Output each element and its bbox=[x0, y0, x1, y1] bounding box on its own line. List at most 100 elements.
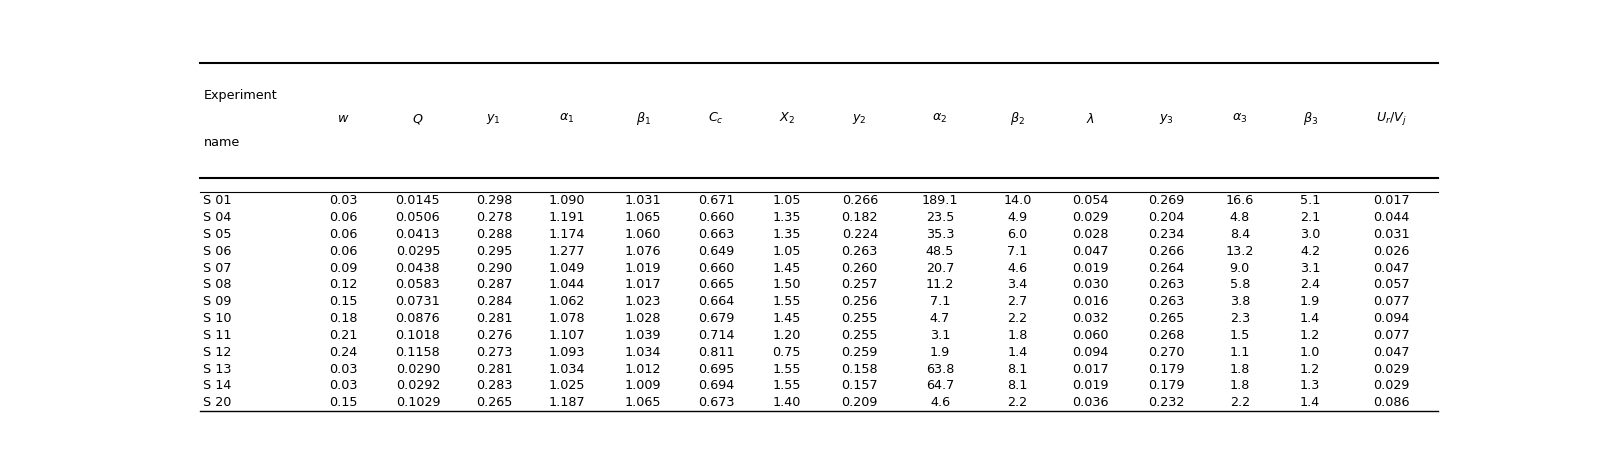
Text: 1.4: 1.4 bbox=[1007, 346, 1028, 359]
Text: 0.054: 0.054 bbox=[1072, 194, 1109, 207]
Text: 14.0: 14.0 bbox=[1004, 194, 1032, 207]
Text: 8.4: 8.4 bbox=[1229, 228, 1250, 241]
Text: 0.694: 0.694 bbox=[698, 379, 735, 392]
Text: 0.016: 0.016 bbox=[1072, 295, 1109, 308]
Text: 0.030: 0.030 bbox=[1072, 278, 1109, 291]
Text: 0.179: 0.179 bbox=[1149, 363, 1184, 376]
Text: S 08: S 08 bbox=[203, 278, 232, 291]
Text: 1.093: 1.093 bbox=[548, 346, 585, 359]
Text: 0.06: 0.06 bbox=[329, 211, 358, 224]
Text: 0.811: 0.811 bbox=[698, 346, 735, 359]
Text: $\beta_2$: $\beta_2$ bbox=[1010, 110, 1024, 127]
Text: 0.276: 0.276 bbox=[476, 329, 511, 342]
Text: $\beta_1$: $\beta_1$ bbox=[636, 110, 650, 127]
Text: 0.0506: 0.0506 bbox=[396, 211, 439, 224]
Text: 0.182: 0.182 bbox=[842, 211, 877, 224]
Text: 0.295: 0.295 bbox=[476, 245, 511, 258]
Text: 13.2: 13.2 bbox=[1226, 245, 1254, 258]
Text: 1.012: 1.012 bbox=[625, 363, 662, 376]
Text: 0.03: 0.03 bbox=[329, 363, 358, 376]
Text: 0.044: 0.044 bbox=[1374, 211, 1409, 224]
Text: 3.1: 3.1 bbox=[1299, 261, 1320, 274]
Text: S 10: S 10 bbox=[203, 312, 232, 325]
Text: 1.174: 1.174 bbox=[548, 228, 585, 241]
Text: 1.55: 1.55 bbox=[772, 363, 801, 376]
Text: 0.284: 0.284 bbox=[476, 295, 511, 308]
Text: $\alpha_3$: $\alpha_3$ bbox=[1232, 112, 1248, 125]
Text: 8.1: 8.1 bbox=[1007, 379, 1028, 392]
Text: 1.2: 1.2 bbox=[1301, 329, 1320, 342]
Text: S 07: S 07 bbox=[203, 261, 232, 274]
Text: 1.05: 1.05 bbox=[772, 194, 801, 207]
Text: 0.15: 0.15 bbox=[329, 295, 358, 308]
Text: 1.076: 1.076 bbox=[625, 245, 662, 258]
Text: 0.660: 0.660 bbox=[698, 211, 735, 224]
Text: 20.7: 20.7 bbox=[925, 261, 954, 274]
Text: 0.03: 0.03 bbox=[329, 194, 358, 207]
Text: 0.0876: 0.0876 bbox=[396, 312, 439, 325]
Text: 0.1029: 0.1029 bbox=[396, 396, 439, 409]
Text: 0.714: 0.714 bbox=[698, 329, 735, 342]
Text: 1.044: 1.044 bbox=[548, 278, 585, 291]
Text: 0.032: 0.032 bbox=[1072, 312, 1109, 325]
Text: 1.1: 1.1 bbox=[1229, 346, 1250, 359]
Text: 1.35: 1.35 bbox=[772, 211, 801, 224]
Text: 1.039: 1.039 bbox=[625, 329, 662, 342]
Text: 0.028: 0.028 bbox=[1072, 228, 1109, 241]
Text: 1.187: 1.187 bbox=[548, 396, 585, 409]
Text: 0.663: 0.663 bbox=[698, 228, 735, 241]
Text: 0.026: 0.026 bbox=[1374, 245, 1409, 258]
Text: 2.1: 2.1 bbox=[1301, 211, 1320, 224]
Text: 0.283: 0.283 bbox=[476, 379, 511, 392]
Text: Experiment: Experiment bbox=[203, 89, 276, 102]
Text: 1.090: 1.090 bbox=[548, 194, 585, 207]
Text: 0.660: 0.660 bbox=[698, 261, 735, 274]
Text: 0.047: 0.047 bbox=[1072, 245, 1109, 258]
Text: 1.277: 1.277 bbox=[548, 245, 585, 258]
Text: 64.7: 64.7 bbox=[925, 379, 954, 392]
Text: 0.18: 0.18 bbox=[329, 312, 358, 325]
Text: 7.1: 7.1 bbox=[1007, 245, 1028, 258]
Text: 0.029: 0.029 bbox=[1374, 379, 1409, 392]
Text: 0.017: 0.017 bbox=[1072, 363, 1109, 376]
Text: $y_1$: $y_1$ bbox=[486, 112, 502, 126]
Text: 0.0583: 0.0583 bbox=[396, 278, 441, 291]
Text: 0.255: 0.255 bbox=[842, 312, 877, 325]
Text: S 09: S 09 bbox=[203, 295, 232, 308]
Text: 1.3: 1.3 bbox=[1299, 379, 1320, 392]
Text: 0.077: 0.077 bbox=[1373, 295, 1409, 308]
Text: 0.017: 0.017 bbox=[1373, 194, 1409, 207]
Text: $y_3$: $y_3$ bbox=[1159, 112, 1175, 126]
Text: 0.260: 0.260 bbox=[842, 261, 877, 274]
Text: 1.50: 1.50 bbox=[772, 278, 801, 291]
Text: 2.2: 2.2 bbox=[1230, 396, 1250, 409]
Text: 0.224: 0.224 bbox=[842, 228, 877, 241]
Text: 1.049: 1.049 bbox=[548, 261, 585, 274]
Text: 0.0731: 0.0731 bbox=[396, 295, 441, 308]
Text: 5.8: 5.8 bbox=[1229, 278, 1250, 291]
Text: 1.023: 1.023 bbox=[625, 295, 662, 308]
Text: 1.025: 1.025 bbox=[548, 379, 585, 392]
Text: 2.2: 2.2 bbox=[1007, 396, 1028, 409]
Text: 0.664: 0.664 bbox=[698, 295, 735, 308]
Text: 0.665: 0.665 bbox=[698, 278, 735, 291]
Text: 0.15: 0.15 bbox=[329, 396, 358, 409]
Text: 1.078: 1.078 bbox=[548, 312, 585, 325]
Text: 8.1: 8.1 bbox=[1007, 363, 1028, 376]
Text: 0.094: 0.094 bbox=[1374, 312, 1409, 325]
Text: 1.05: 1.05 bbox=[772, 245, 801, 258]
Text: 2.3: 2.3 bbox=[1229, 312, 1250, 325]
Text: 1.031: 1.031 bbox=[625, 194, 662, 207]
Text: 0.0295: 0.0295 bbox=[396, 245, 439, 258]
Text: $Q$: $Q$ bbox=[412, 112, 423, 126]
Text: 1.8: 1.8 bbox=[1229, 363, 1250, 376]
Text: 0.671: 0.671 bbox=[698, 194, 735, 207]
Text: 11.2: 11.2 bbox=[925, 278, 954, 291]
Text: 0.287: 0.287 bbox=[476, 278, 511, 291]
Text: 1.034: 1.034 bbox=[548, 363, 585, 376]
Text: 1.019: 1.019 bbox=[625, 261, 662, 274]
Text: 1.028: 1.028 bbox=[625, 312, 662, 325]
Text: 0.029: 0.029 bbox=[1072, 211, 1109, 224]
Text: S 14: S 14 bbox=[203, 379, 232, 392]
Text: 1.065: 1.065 bbox=[625, 211, 662, 224]
